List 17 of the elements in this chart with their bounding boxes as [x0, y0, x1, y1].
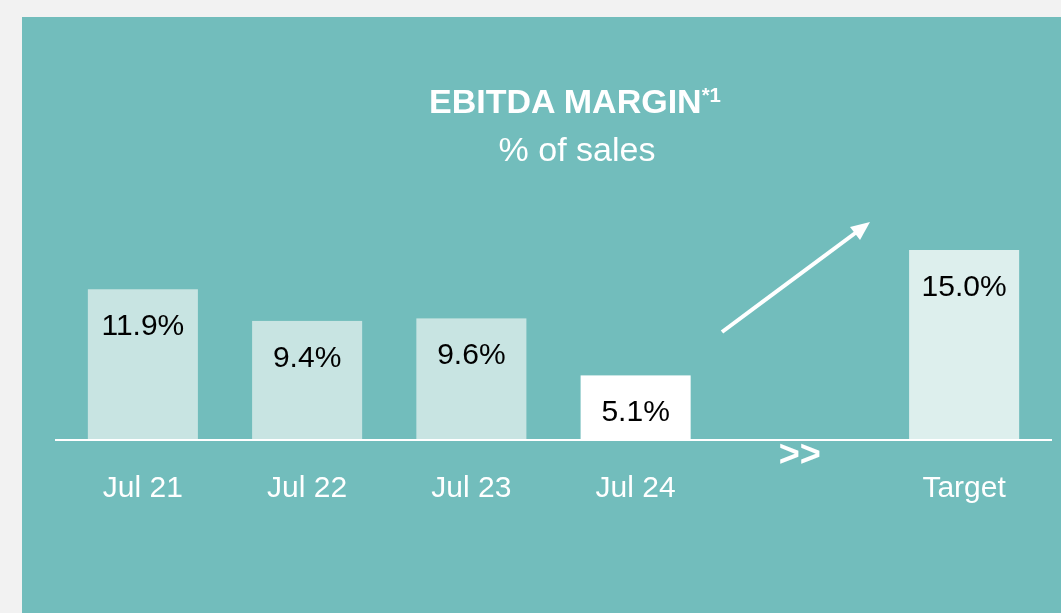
data-label: 15.0%: [921, 269, 1007, 302]
bar: [87, 289, 198, 440]
data-label: 9.6%: [437, 337, 506, 371]
chart-subtitle: % of sales: [498, 130, 656, 168]
data-label: 5.1%: [601, 394, 670, 428]
data-label: 11.9%: [101, 308, 185, 342]
chart-title: EBITDA MARGIN$^{*1}$: [429, 82, 721, 120]
annotation: >>: [778, 433, 821, 474]
x-tick-label: Jul 22: [267, 470, 348, 503]
x-tick-label: Jul 24: [595, 470, 676, 503]
x-tick-label: Target: [922, 470, 1007, 503]
bar: [416, 318, 527, 440]
bar: [252, 320, 363, 440]
data-label: 9.4%: [272, 339, 342, 373]
bar: [909, 250, 1020, 440]
x-tick-label: Jul 23: [431, 470, 512, 503]
x-tick-label: Jul 21: [102, 470, 183, 503]
